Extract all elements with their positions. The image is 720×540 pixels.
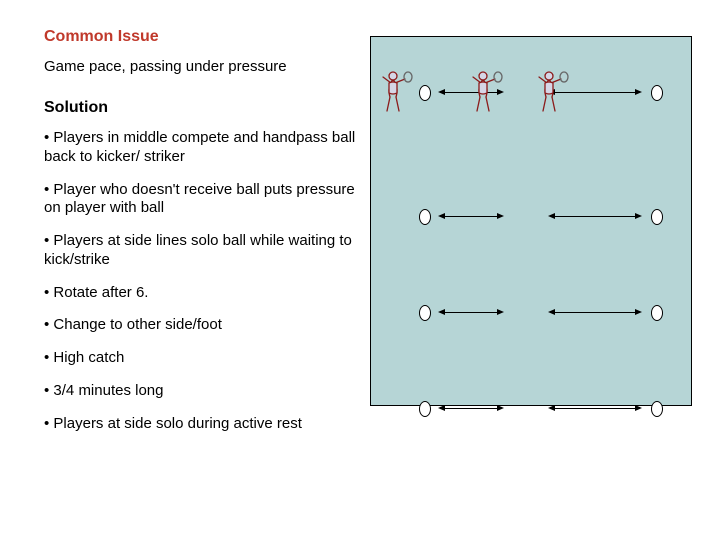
drill-row [371,69,691,115]
drill-field [370,36,692,406]
player-icon [375,69,413,115]
issue-heading: Common Issue [44,28,364,46]
bullet-item: • Players at side lines solo ball while … [44,232,364,270]
double-arrow-icon [445,312,497,313]
double-arrow-icon [555,312,635,313]
bullet-item: • Players at side solo during active res… [44,415,364,434]
ball-icon [419,209,431,225]
bullet-item: • Rotate after 6. [44,284,364,303]
ball-icon [651,305,663,321]
ball-icon [651,209,663,225]
bullet-item: • Players in middle compete and handpass… [44,129,364,167]
double-arrow-icon [445,216,497,217]
drill-row [371,193,691,239]
bullets-container: • Players in middle compete and handpass… [44,129,364,433]
drill-row [371,289,691,335]
drill-row [371,385,691,431]
ball-icon [419,85,431,101]
double-arrow-icon [445,408,497,409]
issue-body: Game pace, passing under pressure [44,58,364,75]
ball-icon [651,85,663,101]
bullet-item: • Player who doesn't receive ball puts p… [44,181,364,219]
bullet-item: • Change to other side/foot [44,316,364,335]
ball-icon [651,401,663,417]
ball-icon [419,401,431,417]
ball-icon [419,305,431,321]
solution-heading: Solution [44,99,364,117]
bullet-item: • High catch [44,349,364,368]
player-icon [531,69,569,115]
double-arrow-icon [555,408,635,409]
player-icon [465,69,503,115]
text-column: Common Issue Game pace, passing under pr… [44,28,364,447]
double-arrow-icon [555,216,635,217]
bullet-item: • 3/4 minutes long [44,382,364,401]
